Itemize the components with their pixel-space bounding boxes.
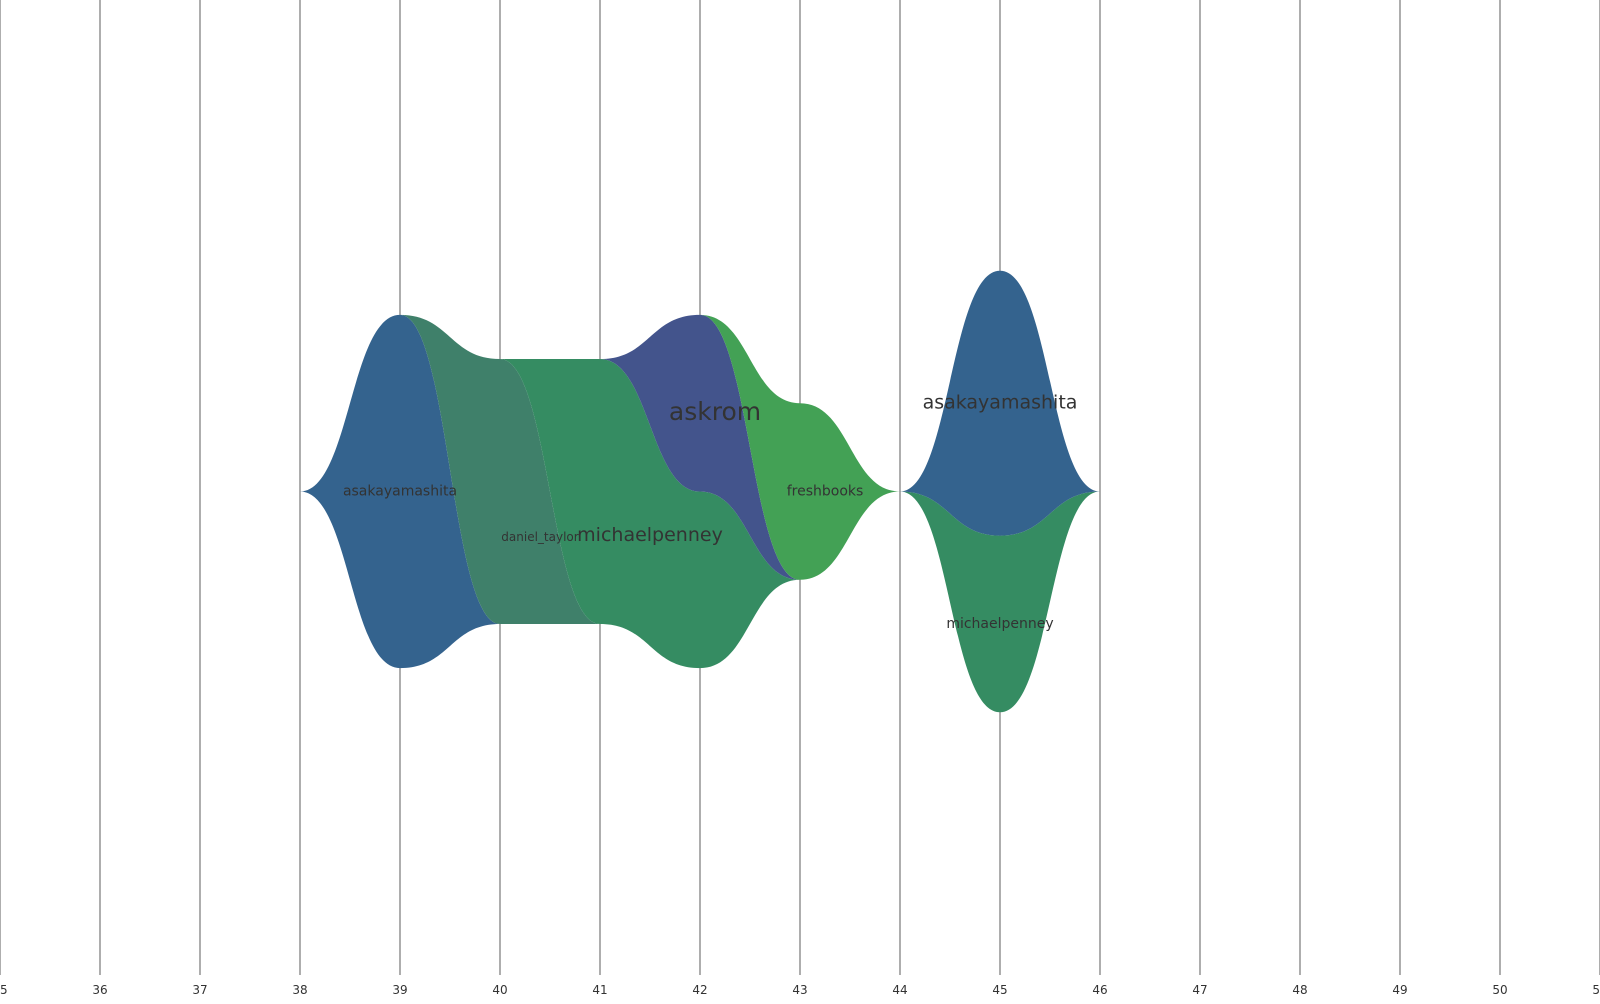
x-tick-label: 43 — [792, 983, 807, 997]
stream-asakayamashita — [300, 314, 900, 669]
label-layer: asakayamashitadaniel_taylormichaelpenney… — [343, 392, 1077, 632]
x-tick-label: 47 — [1192, 983, 1207, 997]
x-tick-label: 37 — [192, 983, 207, 997]
stream-label-michaelpenney: michaelpenney — [946, 616, 1053, 632]
stream-michaelpenney — [300, 314, 900, 669]
stream-label-michaelpenney: michaelpenney — [577, 524, 723, 546]
x-tick-label: 51 — [1592, 983, 1600, 997]
stream-daniel_taylor — [300, 314, 900, 669]
x-tick-label: 50 — [1492, 983, 1507, 997]
x-tick-label: 42 — [692, 983, 707, 997]
stream-freshbooks — [300, 314, 900, 580]
stream-label-asakayamashita: asakayamashita — [343, 484, 457, 500]
x-tick-label: 44 — [892, 983, 907, 997]
stream-layer — [300, 270, 1100, 713]
x-tick-label: 36 — [92, 983, 107, 997]
stream-label-askrom: askrom — [669, 397, 761, 426]
x-tick-label: 45 — [992, 983, 1007, 997]
stream-michaelpenney — [900, 491, 1100, 713]
x-tick-label: 38 — [292, 983, 307, 997]
tick-layer: 35 36 37 38 39 40 41 42 43 44 45 46 47 48 49 50 51 — [0, 983, 1600, 997]
stream-label-daniel_taylor: daniel_taylor — [501, 530, 578, 544]
stream-label-freshbooks: freshbooks — [787, 484, 864, 500]
x-tick-label: 49 — [1392, 983, 1407, 997]
x-tick-label: 48 — [1292, 983, 1307, 997]
stream-label-asakayamashita: asakayamashita — [923, 392, 1078, 414]
x-tick-label: 41 — [592, 983, 607, 997]
x-tick-label: 46 — [1092, 983, 1107, 997]
stream-asakayamashita — [900, 270, 1100, 536]
x-tick-label: 40 — [492, 983, 507, 997]
stream-askrom — [300, 314, 900, 580]
x-tick-label: 39 — [392, 983, 407, 997]
x-tick-label: 35 — [0, 983, 8, 997]
